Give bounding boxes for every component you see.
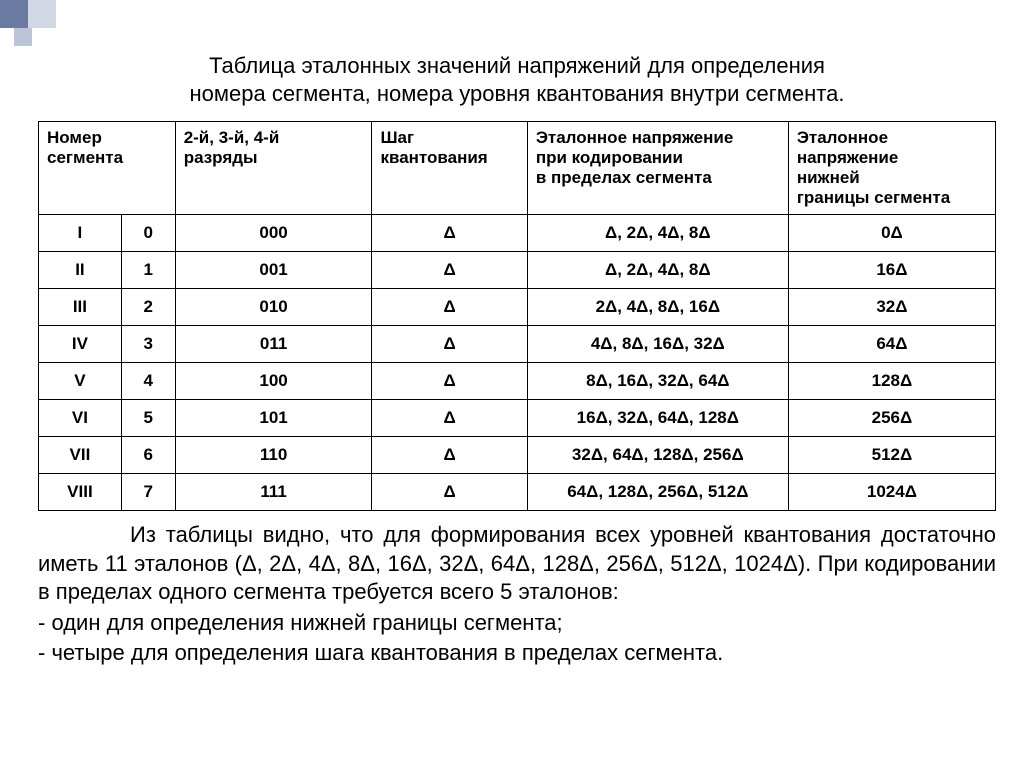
col-encoding: Эталонное напряжение при кодировании в п…	[527, 122, 788, 215]
cell-low: 512Δ	[788, 437, 995, 474]
cell-bits: 101	[175, 400, 372, 437]
slide-content: Таблица эталонных значений напряжений дл…	[38, 52, 996, 668]
cell-enc: Δ, 2Δ, 4Δ, 8Δ	[527, 215, 788, 252]
col-step: Шаг квантования	[372, 122, 527, 215]
quantization-table: Номер сегмента 2-й, 3-й, 4-й разряды Шаг…	[38, 121, 996, 511]
col-lower: Эталонное напряжение нижней границы сегм…	[788, 122, 995, 215]
cell-low: 1024Δ	[788, 474, 995, 511]
cell-bits: 110	[175, 437, 372, 474]
cell-bits: 100	[175, 363, 372, 400]
title-line-2: номера сегмента, номера уровня квантован…	[190, 81, 845, 106]
col-bits: 2-й, 3-й, 4-й разряды	[175, 122, 372, 215]
table-row: VII6110Δ32Δ, 64Δ, 128Δ, 256Δ512Δ	[39, 437, 996, 474]
table-row: VI5101Δ16Δ, 32Δ, 64Δ, 128Δ256Δ	[39, 400, 996, 437]
cell-low: 0Δ	[788, 215, 995, 252]
cell-low: 64Δ	[788, 326, 995, 363]
cell-seg: I	[39, 215, 122, 252]
cell-step: Δ	[372, 474, 527, 511]
cell-n: 4	[121, 363, 175, 400]
cell-step: Δ	[372, 326, 527, 363]
cell-seg: VI	[39, 400, 122, 437]
cell-low: 32Δ	[788, 289, 995, 326]
cell-seg: VII	[39, 437, 122, 474]
bullet-2: - четыре для определения шага квантовани…	[38, 639, 996, 668]
cell-low: 128Δ	[788, 363, 995, 400]
cell-bits: 000	[175, 215, 372, 252]
table-row: IV3011Δ4Δ, 8Δ, 16Δ, 32Δ64Δ	[39, 326, 996, 363]
table-row: II1001ΔΔ, 2Δ, 4Δ, 8Δ16Δ	[39, 252, 996, 289]
cell-low: 256Δ	[788, 400, 995, 437]
cell-n: 5	[121, 400, 175, 437]
corner-decoration	[0, 0, 70, 50]
cell-enc: 32Δ, 64Δ, 128Δ, 256Δ	[527, 437, 788, 474]
cell-enc: Δ, 2Δ, 4Δ, 8Δ	[527, 252, 788, 289]
cell-seg: III	[39, 289, 122, 326]
cell-enc: 2Δ, 4Δ, 8Δ, 16Δ	[527, 289, 788, 326]
cell-n: 1	[121, 252, 175, 289]
cell-enc: 8Δ, 16Δ, 32Δ, 64Δ	[527, 363, 788, 400]
table-row: V4100Δ8Δ, 16Δ, 32Δ, 64Δ128Δ	[39, 363, 996, 400]
cell-step: Δ	[372, 215, 527, 252]
cell-seg: II	[39, 252, 122, 289]
cell-seg: V	[39, 363, 122, 400]
cell-n: 2	[121, 289, 175, 326]
cell-bits: 010	[175, 289, 372, 326]
cell-step: Δ	[372, 252, 527, 289]
table-row: III2010Δ2Δ, 4Δ, 8Δ, 16Δ32Δ	[39, 289, 996, 326]
slide-title: Таблица эталонных значений напряжений дл…	[38, 52, 996, 107]
cell-n: 3	[121, 326, 175, 363]
cell-bits: 111	[175, 474, 372, 511]
cell-seg: IV	[39, 326, 122, 363]
table-header-row: Номер сегмента 2-й, 3-й, 4-й разряды Шаг…	[39, 122, 996, 215]
col-segment: Номер сегмента	[39, 122, 176, 215]
table-row: I0000ΔΔ, 2Δ, 4Δ, 8Δ0Δ	[39, 215, 996, 252]
cell-enc: 64Δ, 128Δ, 256Δ, 512Δ	[527, 474, 788, 511]
cell-n: 7	[121, 474, 175, 511]
cell-low: 16Δ	[788, 252, 995, 289]
paragraph-1: Из таблицы видно, что для формирования в…	[38, 521, 996, 607]
cell-enc: 16Δ, 32Δ, 64Δ, 128Δ	[527, 400, 788, 437]
cell-bits: 011	[175, 326, 372, 363]
bullet-1: - один для определения нижней границы се…	[38, 609, 996, 638]
cell-bits: 001	[175, 252, 372, 289]
cell-seg: VIII	[39, 474, 122, 511]
cell-n: 0	[121, 215, 175, 252]
table-row: VIII7111Δ64Δ, 128Δ, 256Δ, 512Δ1024Δ	[39, 474, 996, 511]
cell-step: Δ	[372, 400, 527, 437]
cell-step: Δ	[372, 437, 527, 474]
cell-step: Δ	[372, 363, 527, 400]
title-line-1: Таблица эталонных значений напряжений дл…	[209, 53, 825, 78]
cell-enc: 4Δ, 8Δ, 16Δ, 32Δ	[527, 326, 788, 363]
cell-step: Δ	[372, 289, 527, 326]
cell-n: 6	[121, 437, 175, 474]
